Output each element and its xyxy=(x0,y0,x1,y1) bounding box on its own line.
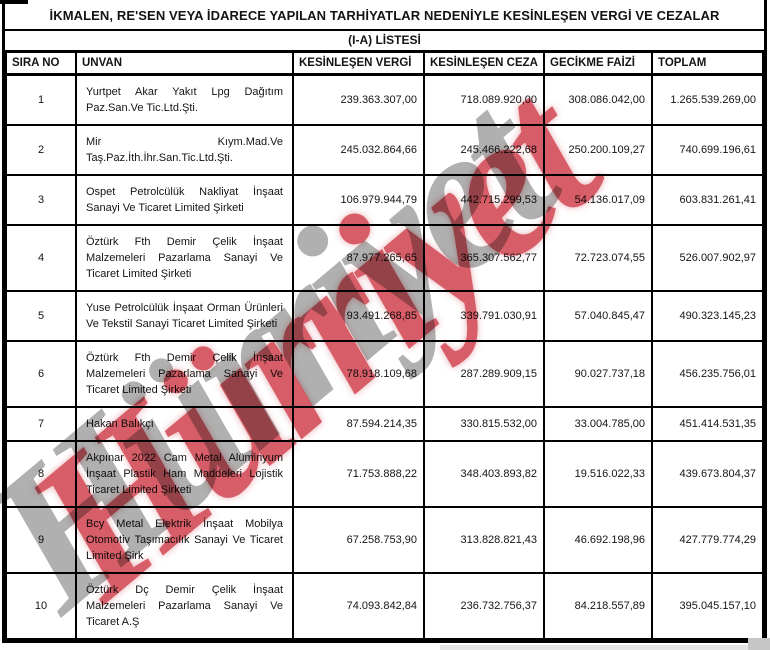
cell-unvan: Öztürk Dç Demir Çelik İnşaat Malzemeleri… xyxy=(75,572,294,640)
cell-unvan: Yurtpet Akar Yakıt Lpg Dağıtım Paz.San.V… xyxy=(75,73,294,126)
cell-toplam: 603.831.261,41 xyxy=(651,174,764,226)
cell-gecikme-faizi: 46.692.198,96 xyxy=(543,506,653,574)
cell-kesinlesen-vergi: 106.979.944,79 xyxy=(292,174,425,226)
cell-kesinlesen-ceza: 718.089.920,00 xyxy=(423,73,545,126)
cell-kesinlesen-vergi: 239.363.307,00 xyxy=(292,73,425,126)
cell-kesinlesen-ceza: 442.715.299,53 xyxy=(423,174,545,226)
cell-kesinlesen-vergi: 67.258.753,90 xyxy=(292,506,425,574)
cell-unvan: Öztürk Fth Demir Çelik İnşaat Malzemeler… xyxy=(75,224,294,292)
cell-kesinlesen-ceza: 287.289.909,15 xyxy=(423,340,545,408)
cell-kesinlesen-ceza: 339.791.030,91 xyxy=(423,290,545,342)
cell-toplam: 456.235.756,01 xyxy=(651,340,764,408)
cell-kesinlesen-ceza: 348.403.893,82 xyxy=(423,440,545,508)
cell-unvan: Hakan Balıkçı xyxy=(75,406,294,442)
cell-gecikme-faizi: 250.200.109,27 xyxy=(543,124,653,176)
table-row: 10 Öztürk Dç Demir Çelik İnşaat Malzemel… xyxy=(5,572,764,640)
column-header-kesinlesen-ceza: KESİNLEŞEN CEZA xyxy=(423,50,545,76)
table-body: 1 Yurtpet Akar Yakıt Lpg Dağıtım Paz.San… xyxy=(5,73,764,640)
cell-toplam: 395.045.157,10 xyxy=(651,572,764,640)
cell-unvan: Akpınar 2022 Cam Metal Alüminyum İnşaat … xyxy=(75,440,294,508)
document-title: İKMALEN, RE'SEN VEYA İDARECE YAPILAN TAR… xyxy=(5,0,764,31)
scan-artifact-block xyxy=(748,638,770,650)
cell-sira-no: 8 xyxy=(5,440,77,508)
cell-toplam: 427.779.774,29 xyxy=(651,506,764,574)
cell-sira-no: 3 xyxy=(5,174,77,226)
cell-sira-no: 1 xyxy=(5,73,77,126)
table-row: 1 Yurtpet Akar Yakıt Lpg Dağıtım Paz.San… xyxy=(5,73,764,126)
table-row: 5 Yuse Petrolcülük İnşaat Orman Ürünleri… xyxy=(5,290,764,342)
cell-kesinlesen-ceza: 245.466.222,68 xyxy=(423,124,545,176)
column-header-gecikme-faizi: GECİKME FAİZİ xyxy=(543,50,653,76)
cell-sira-no: 7 xyxy=(5,406,77,442)
cell-sira-no: 6 xyxy=(5,340,77,408)
scan-artifact-corner xyxy=(0,0,28,4)
column-header-kesinlesen-vergi: KESİNLEŞEN VERGİ xyxy=(292,50,425,76)
cell-kesinlesen-ceza: 330.815.532,00 xyxy=(423,406,545,442)
cell-sira-no: 9 xyxy=(5,506,77,574)
document-subtitle: (I-A) LİSTESİ xyxy=(348,33,421,47)
cell-toplam: 526.007.902,97 xyxy=(651,224,764,292)
cell-sira-no: 5 xyxy=(5,290,77,342)
cell-sira-no: 4 xyxy=(5,224,77,292)
cell-gecikme-faizi: 19.516.022,33 xyxy=(543,440,653,508)
cell-unvan: Öztürk Fth Demir Çelik İnşaat Malzemeler… xyxy=(75,340,294,408)
cell-toplam: 740.699.196,61 xyxy=(651,124,764,176)
cell-sira-no: 2 xyxy=(5,124,77,176)
cell-gecikme-faizi: 308.086.042,00 xyxy=(543,73,653,126)
table-row: 3 Ospet Petrolcülük Nakliyat İnşaat Sana… xyxy=(5,174,764,226)
table-row: 2 Mir Kıym.Mad.Ve Taş.Paz.İth.İhr.San.Ti… xyxy=(5,124,764,176)
table-header-row: SIRA NO UNVAN KESİNLEŞEN VERGİ KESİNLEŞE… xyxy=(5,50,764,76)
cell-kesinlesen-vergi: 245.032.864,66 xyxy=(292,124,425,176)
cell-unvan: Mir Kıym.Mad.Ve Taş.Paz.İth.İhr.San.Tic.… xyxy=(75,124,294,176)
column-header-toplam: TOPLAM xyxy=(651,50,764,76)
table-row: 7 Hakan Balıkçı 87.594.214,35 330.815.53… xyxy=(5,406,764,442)
cell-kesinlesen-ceza: 236.732.756,37 xyxy=(423,572,545,640)
cell-kesinlesen-vergi: 93.491.268,85 xyxy=(292,290,425,342)
cell-gecikme-faizi: 84.218.557,89 xyxy=(543,572,653,640)
cell-gecikme-faizi: 90.027.737,18 xyxy=(543,340,653,408)
cell-gecikme-faizi: 57.040.845,47 xyxy=(543,290,653,342)
cell-kesinlesen-vergi: 74.093.842,84 xyxy=(292,572,425,640)
scan-artifact-strip xyxy=(440,645,770,650)
cell-unvan: Yuse Petrolcülük İnşaat Orman Ürünleri V… xyxy=(75,290,294,342)
cell-kesinlesen-ceza: 313.828.821,43 xyxy=(423,506,545,574)
cell-gecikme-faizi: 54.136.017,09 xyxy=(543,174,653,226)
column-header-sira-no: SIRA NO xyxy=(5,50,77,76)
cell-toplam: 451.414.531,35 xyxy=(651,406,764,442)
cell-unvan: Bcy Metal Elektrik İnşaat Mobilya Otomot… xyxy=(75,506,294,574)
cell-toplam: 439.673.804,37 xyxy=(651,440,764,508)
table-row: 8 Akpınar 2022 Cam Metal Alüminyum İnşaa… xyxy=(5,440,764,508)
tax-table: SIRA NO UNVAN KESİNLEŞEN VERGİ KESİNLEŞE… xyxy=(5,50,764,640)
cell-unvan: Ospet Petrolcülük Nakliyat İnşaat Sanayi… xyxy=(75,174,294,226)
table-row: 4 Öztürk Fth Demir Çelik İnşaat Malzemel… xyxy=(5,224,764,292)
column-header-unvan: UNVAN xyxy=(75,50,294,76)
cell-sira-no: 10 xyxy=(5,572,77,640)
cell-toplam: 1.265.539.269,00 xyxy=(651,73,764,126)
cell-kesinlesen-ceza: 365.307.562,77 xyxy=(423,224,545,292)
cell-gecikme-faizi: 33.004.785,00 xyxy=(543,406,653,442)
cell-kesinlesen-vergi: 87.977.265,65 xyxy=(292,224,425,292)
table-row: 9 Bcy Metal Elektrik İnşaat Mobilya Otom… xyxy=(5,506,764,574)
cell-gecikme-faizi: 72.723.074,55 xyxy=(543,224,653,292)
table-row: 6 Öztürk Fth Demir Çelik İnşaat Malzemel… xyxy=(5,340,764,408)
cell-kesinlesen-vergi: 87.594.214,35 xyxy=(292,406,425,442)
cell-kesinlesen-vergi: 71.753.888,22 xyxy=(292,440,425,508)
cell-kesinlesen-vergi: 78.918.109,68 xyxy=(292,340,425,408)
cell-toplam: 490.323.145,23 xyxy=(651,290,764,342)
